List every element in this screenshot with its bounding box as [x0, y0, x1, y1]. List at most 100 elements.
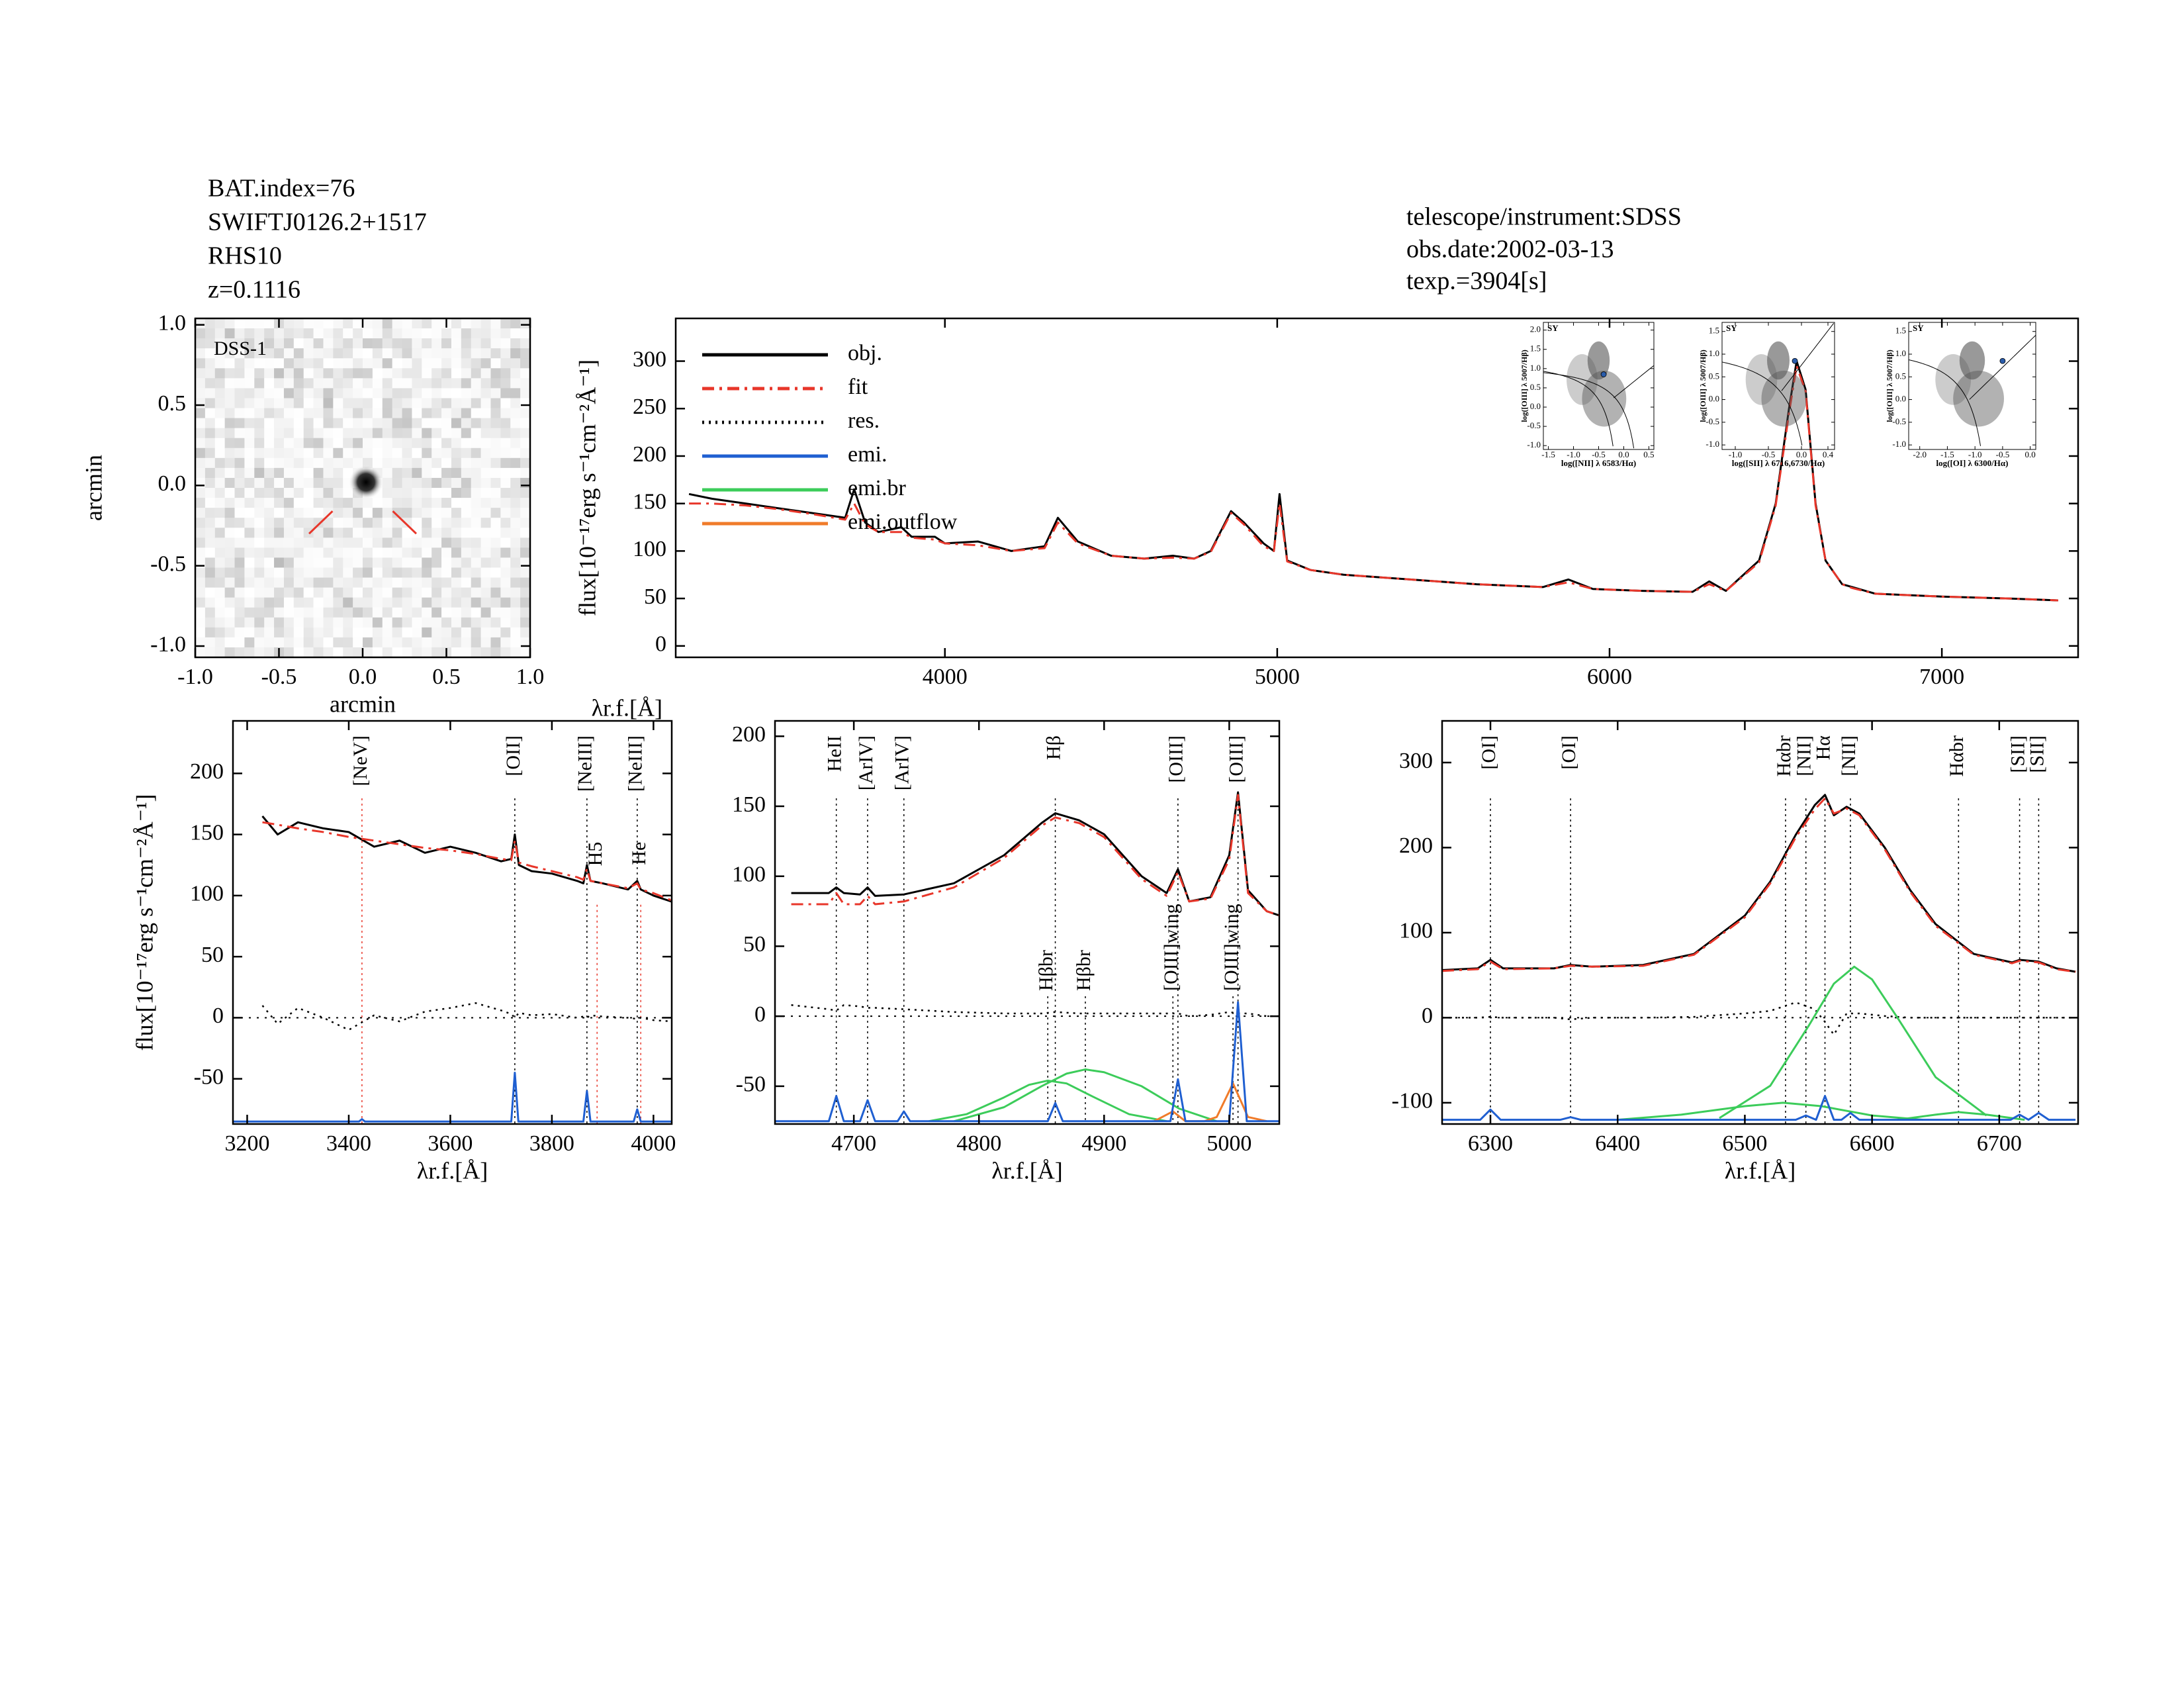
image-pixel: [195, 457, 206, 469]
demarcation-line: [1721, 361, 1803, 445]
image-pixel: [490, 447, 501, 459]
image-pixel: [422, 368, 432, 379]
image-pixel: [382, 388, 393, 399]
image-pixel: [303, 498, 314, 508]
image-pixel: [461, 457, 472, 469]
image-pixel: [412, 528, 422, 538]
image-pixel: [363, 447, 373, 459]
image-pixel: [343, 647, 353, 658]
y-tick-label: 100: [190, 882, 224, 906]
image-pixel: [293, 388, 304, 399]
image-pixel: [264, 438, 275, 449]
image-pixel: [205, 418, 216, 429]
image-pixel: [205, 398, 216, 409]
y-axis-label: log([OIII] λ 5007/Hβ): [1885, 350, 1894, 422]
y-tick-label: 200: [190, 759, 224, 784]
image-pixel: [432, 567, 442, 579]
image-pixel: [214, 388, 226, 399]
image-pixel: [372, 368, 383, 379]
image-pixel: [441, 528, 452, 538]
image-pixel: [520, 587, 531, 598]
image-pixel: [254, 388, 265, 399]
x-axis-label: λr.f.[Å]: [1725, 1157, 1796, 1184]
image-pixel: [303, 597, 314, 608]
image-pixel: [254, 328, 265, 339]
y-tick-label: 0.5: [1530, 382, 1541, 392]
image-pixel: [382, 418, 393, 429]
image-pixel: [343, 338, 353, 349]
image-pixel: [214, 637, 226, 648]
image-pixel: [234, 408, 245, 419]
image-pixel: [471, 577, 482, 588]
image-pixel: [372, 508, 383, 518]
image-pixel: [343, 597, 353, 608]
image-pixel: [480, 388, 491, 399]
image-pixel: [500, 617, 511, 628]
spectrum-line: [1719, 965, 1987, 1119]
image-pixel: [353, 538, 363, 548]
image-pixel: [195, 328, 206, 339]
image-pixel: [451, 577, 462, 588]
image-pixel: [461, 567, 472, 579]
image-pixel: [451, 477, 462, 489]
image-pixel: [244, 587, 255, 598]
line-label: Hβbr: [1035, 950, 1057, 991]
image-pixel: [283, 447, 295, 459]
image-pixel: [392, 328, 403, 339]
image-pixel: [313, 557, 324, 568]
image-pixel: [293, 418, 304, 429]
image-pixel: [283, 488, 295, 498]
image-pixel: [283, 378, 295, 389]
image-pixel: [510, 617, 521, 628]
image-pixel: [480, 418, 491, 429]
image-pixel: [303, 388, 314, 399]
image-pixel: [520, 567, 531, 579]
image-pixel: [432, 508, 442, 518]
image-pixel: [224, 368, 236, 379]
image-pixel: [480, 597, 491, 608]
image-pixel: [254, 348, 265, 359]
image-pixel: [353, 557, 363, 568]
image-pixel: [254, 637, 265, 648]
spectrum-line: [791, 791, 1280, 917]
image-pixel: [274, 398, 285, 409]
image-pixel: [392, 408, 403, 419]
image-pixel: [500, 567, 511, 579]
image-pixel: [195, 358, 206, 369]
x-tick-label: 6600: [1850, 1131, 1895, 1156]
spectrum-line: [261, 1002, 672, 1031]
image-pixel: [392, 647, 403, 658]
image-pixel: [323, 538, 334, 548]
image-pixel: [333, 567, 343, 579]
image-pixel: [490, 577, 501, 588]
x-tick-label: 5000: [1255, 665, 1300, 689]
image-pixel: [392, 368, 403, 379]
image-pixel: [343, 488, 353, 498]
image-pixel: [264, 538, 275, 548]
image-pixel: [303, 378, 314, 389]
image-pixel: [264, 348, 275, 359]
image-pixel: [303, 577, 314, 588]
image-pixel: [480, 447, 491, 459]
image-pixel: [283, 318, 295, 329]
image-pixel: [313, 368, 324, 379]
image-pixel: [422, 358, 432, 369]
image-pixel: [412, 647, 422, 658]
image-pixel: [412, 587, 422, 598]
density: [1761, 370, 1807, 427]
image-pixel: [392, 557, 403, 568]
image-pixel: [205, 597, 216, 608]
image-pixel: [195, 538, 206, 548]
image-pixel: [323, 607, 334, 618]
image-pixel: [293, 567, 304, 579]
image-pixel: [451, 388, 462, 399]
image-pixel: [205, 388, 216, 399]
image-pixel: [274, 348, 285, 359]
image-pixel: [303, 627, 314, 638]
image-pixel: [224, 488, 236, 498]
image-pixel: [195, 637, 206, 648]
image-pixel: [382, 528, 393, 538]
image-pixel: [205, 338, 216, 349]
image-pixel: [214, 447, 226, 459]
density: [1767, 341, 1790, 380]
